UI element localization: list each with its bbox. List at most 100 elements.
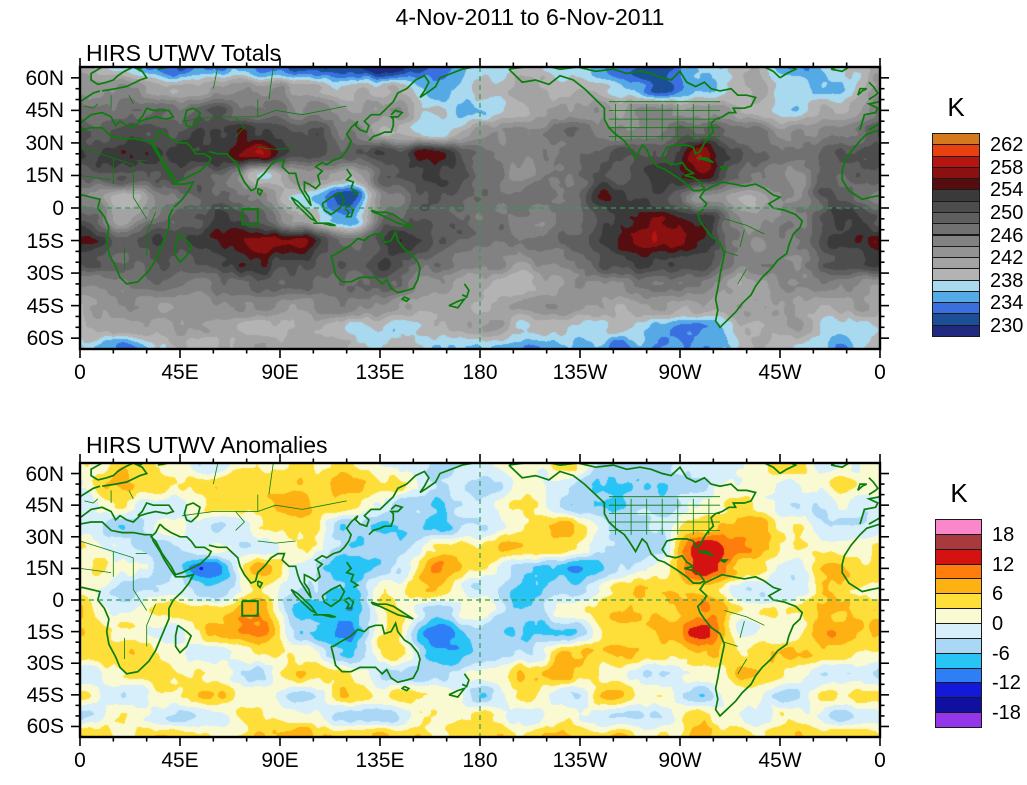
country-border — [84, 498, 99, 504]
coastline — [719, 165, 729, 171]
panel-title-totals: HIRS UTWV Totals — [86, 40, 282, 66]
coastline — [448, 297, 467, 309]
x-tick-label: 0 — [74, 361, 86, 384]
country-border — [737, 268, 748, 285]
coastline — [330, 229, 421, 294]
country-border — [80, 175, 112, 181]
y-tick-label: 15S — [26, 620, 64, 644]
coastline — [183, 107, 201, 129]
coastline — [208, 463, 474, 599]
coastline — [80, 485, 101, 498]
coastline — [102, 67, 149, 92]
coastline — [80, 126, 195, 285]
coastline — [368, 109, 404, 142]
coastline — [508, 67, 757, 192]
x-tick-label: 180 — [462, 361, 498, 384]
x-tick-label: 135E — [355, 749, 405, 772]
country-border — [268, 67, 274, 100]
coastline — [370, 209, 414, 229]
y-tick-label: 30S — [26, 652, 64, 676]
x-tick-label: 45E — [161, 749, 199, 772]
y-tick-label: 45S — [26, 294, 64, 318]
country-border — [212, 463, 219, 485]
country-border — [1013, 67, 1018, 89]
colorbar-segment — [935, 667, 982, 684]
country-border — [80, 540, 134, 559]
coastline — [343, 596, 355, 610]
country-border — [879, 147, 880, 148]
x-tick-label: 90W — [658, 361, 702, 384]
y-tick-label: 15S — [26, 229, 64, 253]
coastline — [868, 81, 879, 101]
x-tick-label: 90E — [261, 749, 299, 772]
coastline — [508, 463, 757, 584]
x-tick-label: 90E — [261, 361, 299, 384]
coastline — [149, 523, 213, 576]
coastline — [321, 584, 346, 608]
country-border — [128, 95, 134, 105]
y-tick-label: 0 — [52, 197, 64, 220]
country-border — [982, 106, 1027, 121]
coastline — [400, 296, 411, 303]
colorbar-tick-label: 230 — [990, 314, 1024, 337]
coastline — [856, 483, 868, 492]
coastline — [448, 686, 467, 698]
x-tick-label: 45W — [758, 361, 802, 384]
coastline — [902, 67, 947, 91]
colorbar-segment — [935, 712, 982, 728]
colorbar-tick-label: 0 — [992, 613, 1004, 635]
coastline — [313, 613, 336, 618]
colorbar-tick-label: 238 — [990, 269, 1024, 292]
x-tick-label: 0 — [874, 361, 886, 384]
x-tick-label: 180 — [462, 749, 498, 772]
y-tick-label: 15N — [25, 164, 64, 188]
x-tick-label: 45W — [758, 749, 802, 772]
country-border — [739, 229, 745, 248]
colorbar-tick-label: 12 — [992, 553, 1015, 576]
country-border — [84, 103, 99, 109]
totals-map — [71, 58, 889, 358]
colorbar-segment — [935, 682, 982, 699]
coastline — [313, 222, 336, 227]
coastline — [290, 196, 319, 224]
colorbar-tick-label: -6 — [992, 642, 1010, 665]
coastline — [859, 100, 880, 131]
y-tick-label: 60N — [25, 66, 64, 90]
coastline — [321, 191, 346, 216]
colorbar-segment — [935, 652, 982, 669]
country-border — [257, 146, 296, 150]
country-border — [132, 164, 148, 220]
figure-title: 4-Nov-2011 to 6-Nov-2011 — [395, 4, 665, 30]
colorbar-segment — [935, 563, 982, 580]
coastline — [69, 82, 78, 99]
y-tick-label: 60N — [25, 462, 64, 486]
coastline — [208, 67, 474, 207]
coastline — [174, 624, 193, 654]
y-tick-label: 45N — [25, 494, 64, 518]
colorbar-tick-label: -18 — [992, 702, 1021, 725]
colorbar-segment — [932, 324, 980, 337]
coastline — [370, 601, 414, 620]
map-overlay — [71, 454, 889, 746]
colorbar-segment — [935, 697, 982, 714]
country-border — [739, 620, 745, 639]
y-tick-label: 45S — [26, 683, 64, 707]
country-border — [724, 610, 765, 626]
coastline — [90, 463, 145, 481]
colorbar-segment — [935, 548, 982, 565]
coastline — [183, 502, 201, 523]
coastline — [400, 685, 411, 692]
colorbar-tick-label: 234 — [990, 292, 1024, 315]
coastline — [80, 501, 175, 523]
country-border — [80, 568, 112, 573]
map-overlay — [71, 58, 889, 358]
coastline — [841, 129, 880, 201]
colorbar-segment — [935, 533, 982, 550]
coastline — [345, 168, 360, 196]
coastline — [343, 204, 355, 218]
coastline — [696, 181, 804, 329]
coastline — [830, 67, 851, 73]
coastline — [368, 504, 404, 536]
coastline — [90, 67, 145, 86]
